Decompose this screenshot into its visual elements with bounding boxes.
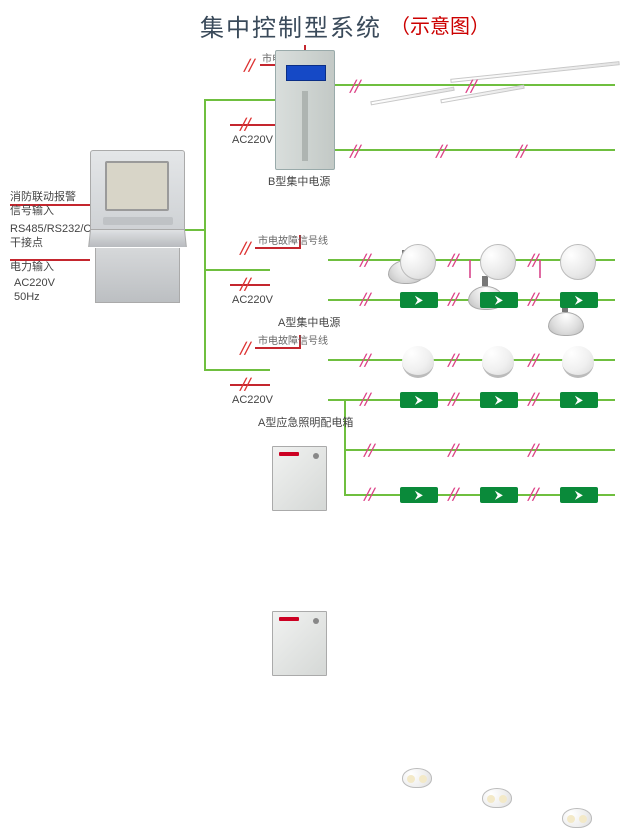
- break-b2: ╱╱: [240, 118, 249, 131]
- exit-sign-e1: ⮞: [400, 487, 438, 503]
- psu-b-name: B型集中电源: [268, 175, 330, 189]
- psu-a-voltage: AC220V: [232, 293, 273, 307]
- break-disc-1: ╱╱: [360, 254, 369, 267]
- control-cabinet: [90, 150, 185, 300]
- dist-a-name: A型应急照明配电箱: [258, 416, 353, 430]
- break-d1: ╱╱: [240, 342, 249, 355]
- break-ex-e2: ╱╱: [448, 488, 457, 501]
- title-main: 集中控制型系统: [200, 8, 382, 43]
- label-power-spec: AC220V 50Hz: [14, 276, 55, 305]
- label-power-in: 电力输入: [10, 260, 54, 274]
- highbay-3: [548, 312, 582, 338]
- emerg-2: [482, 788, 512, 808]
- exit-sign-d3: ⮞: [560, 392, 598, 408]
- dist-a-voltage: AC220V: [232, 393, 273, 407]
- emerg-1: [402, 768, 432, 788]
- break-dome-2: ╱╱: [448, 354, 457, 367]
- dome-2: [482, 346, 514, 378]
- break-ex-a1: ╱╱: [360, 293, 369, 306]
- break-disc-2: ╱╱: [448, 254, 457, 267]
- break-a1: ╱╱: [240, 242, 249, 255]
- break-em-1: ╱╱: [364, 444, 373, 457]
- exit-sign-a1: ⮞: [400, 292, 438, 308]
- disc-2: [480, 244, 516, 280]
- dist-a-faultline: 市电故障信号线: [258, 332, 328, 347]
- psu-b-cabinet: [275, 50, 335, 170]
- psu-a-box: [272, 446, 327, 511]
- break-ex-a2: ╱╱: [448, 293, 457, 306]
- exit-sign-d2: ⮞: [480, 392, 518, 408]
- break-ex-e1: ╱╱: [364, 488, 373, 501]
- break-a2: ╱╱: [240, 278, 249, 291]
- break-em-3: ╱╱: [528, 444, 537, 457]
- dome-3: [562, 346, 594, 378]
- psu-b-voltage: AC220V: [232, 133, 273, 147]
- disc-3: [560, 244, 596, 280]
- exit-sign-a2: ⮞: [480, 292, 518, 308]
- emerg-3: [562, 808, 592, 828]
- break-dome-3: ╱╱: [528, 354, 537, 367]
- dist-a-box: [272, 611, 327, 676]
- break-tubes-2: ╱╱: [466, 80, 475, 93]
- break-d2: ╱╱: [240, 378, 249, 391]
- cabinet-screen: [105, 161, 169, 211]
- break-hb-1: ╱╱: [350, 145, 359, 158]
- psu-a-faultline: 市电故障信号线: [258, 232, 328, 247]
- break-tubes-1: ╱╱: [350, 80, 359, 93]
- exit-sign-d1: ⮞: [400, 392, 438, 408]
- break-ex-a3: ╱╱: [528, 293, 537, 306]
- disc-1: [400, 244, 436, 280]
- break-ex-d3: ╱╱: [528, 393, 537, 406]
- exit-sign-e2: ⮞: [480, 487, 518, 503]
- label-fire-alarm: 消防联动报警 信号输入: [10, 190, 76, 219]
- exit-sign-e3: ⮞: [560, 487, 598, 503]
- break-em-2: ╱╱: [448, 444, 457, 457]
- break-b1: ╱╱: [244, 59, 253, 72]
- break-dome-1: ╱╱: [360, 354, 369, 367]
- cabinet-controlbar: [103, 217, 173, 225]
- cabinet-top: [90, 150, 185, 230]
- break-ex-d2: ╱╱: [448, 393, 457, 406]
- break-ex-d1: ╱╱: [360, 393, 369, 406]
- break-hb-2: ╱╱: [436, 145, 445, 158]
- exit-sign-a3: ⮞: [560, 292, 598, 308]
- break-hb-3: ╱╱: [516, 145, 525, 158]
- diagram-stage: 集中控制型系统 （示意图） 消防联动报警 信号输入 RS485/RS232/CA…: [0, 0, 628, 520]
- psu-a-name: A型集中电源: [278, 316, 340, 330]
- title-sub: （示意图）: [390, 10, 490, 39]
- break-disc-3: ╱╱: [528, 254, 537, 267]
- cabinet-shelf: [88, 230, 187, 247]
- dome-1: [402, 346, 434, 378]
- break-ex-e3: ╱╱: [528, 488, 537, 501]
- cabinet-base: [95, 248, 181, 303]
